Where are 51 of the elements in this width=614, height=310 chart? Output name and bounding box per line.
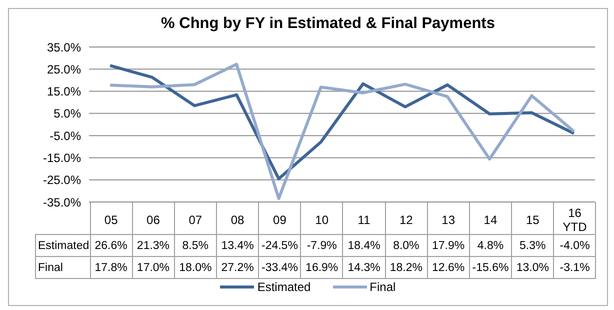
x-tick-label: 09 — [272, 213, 288, 227]
data-label: 4.8% — [469, 234, 512, 256]
y-tick-label: -25.0% — [42, 173, 82, 188]
x-tick-label: 14 — [482, 213, 498, 227]
x-tick-label: 08 — [230, 213, 246, 227]
text: Final — [38, 262, 63, 274]
data-label: -3.1% — [554, 256, 596, 278]
data-label: 17.8% — [90, 256, 132, 278]
data-label: -24.5% — [258, 234, 301, 256]
data-label: 8.5% — [174, 234, 216, 256]
data-label: 16.9% — [300, 256, 343, 278]
data-label: 18.2% — [385, 256, 428, 278]
data-label: -15.6% — [469, 256, 512, 278]
y-tick-label: -35.0% — [42, 195, 82, 210]
x-tick-label: 10 — [314, 213, 330, 227]
data-label: 21.3% — [132, 234, 174, 256]
data-label: 5.3% — [512, 234, 554, 256]
x-tick-label: 16 YTD — [562, 206, 588, 234]
text: Estimated — [38, 240, 90, 252]
data-label: 12.6% — [427, 256, 470, 278]
legend-label: Final — [370, 280, 396, 294]
y-tick-label: 5.0% — [54, 106, 82, 121]
data-label: 26.6% — [90, 234, 132, 256]
y-tick-label: -15.0% — [42, 150, 82, 165]
data-label: 8.0% — [385, 234, 428, 256]
x-tick-label: 11 — [356, 213, 372, 227]
x-tick-label: 06 — [146, 213, 161, 227]
x-tick-label: 05 — [103, 213, 119, 227]
data-label: 27.2% — [216, 256, 259, 278]
data-label: 14.3% — [342, 256, 386, 278]
data-label: 13.0% — [512, 256, 554, 278]
data-label: 17.0% — [132, 256, 174, 278]
data-label: 13.4% — [216, 234, 259, 256]
data-label: 17.9% — [427, 234, 470, 256]
x-tick-label: 13 — [440, 213, 456, 227]
x-tick-label: 12 — [398, 213, 414, 227]
legend-label: Estimated — [257, 280, 311, 294]
x-tick-label: 15 — [524, 213, 540, 227]
data-label: -33.4% — [258, 256, 301, 278]
y-tick-label: 15.0% — [46, 84, 82, 99]
x-tick-label: 07 — [188, 213, 204, 227]
line-series — [108, 64, 576, 180]
line-series — [108, 62, 576, 200]
y-tick-label: -5.0% — [50, 128, 82, 143]
y-tick-label: 35.0% — [46, 40, 82, 54]
data-label: -7.9% — [300, 234, 343, 256]
data-label: 18.0% — [174, 256, 216, 278]
data-label: -4.0% — [554, 234, 596, 256]
y-tick-label: 25.0% — [46, 62, 82, 76]
chart-title: % Chng by FY in Estimated & Final Payments — [160, 15, 496, 34]
data-label: 18.4% — [342, 234, 386, 256]
